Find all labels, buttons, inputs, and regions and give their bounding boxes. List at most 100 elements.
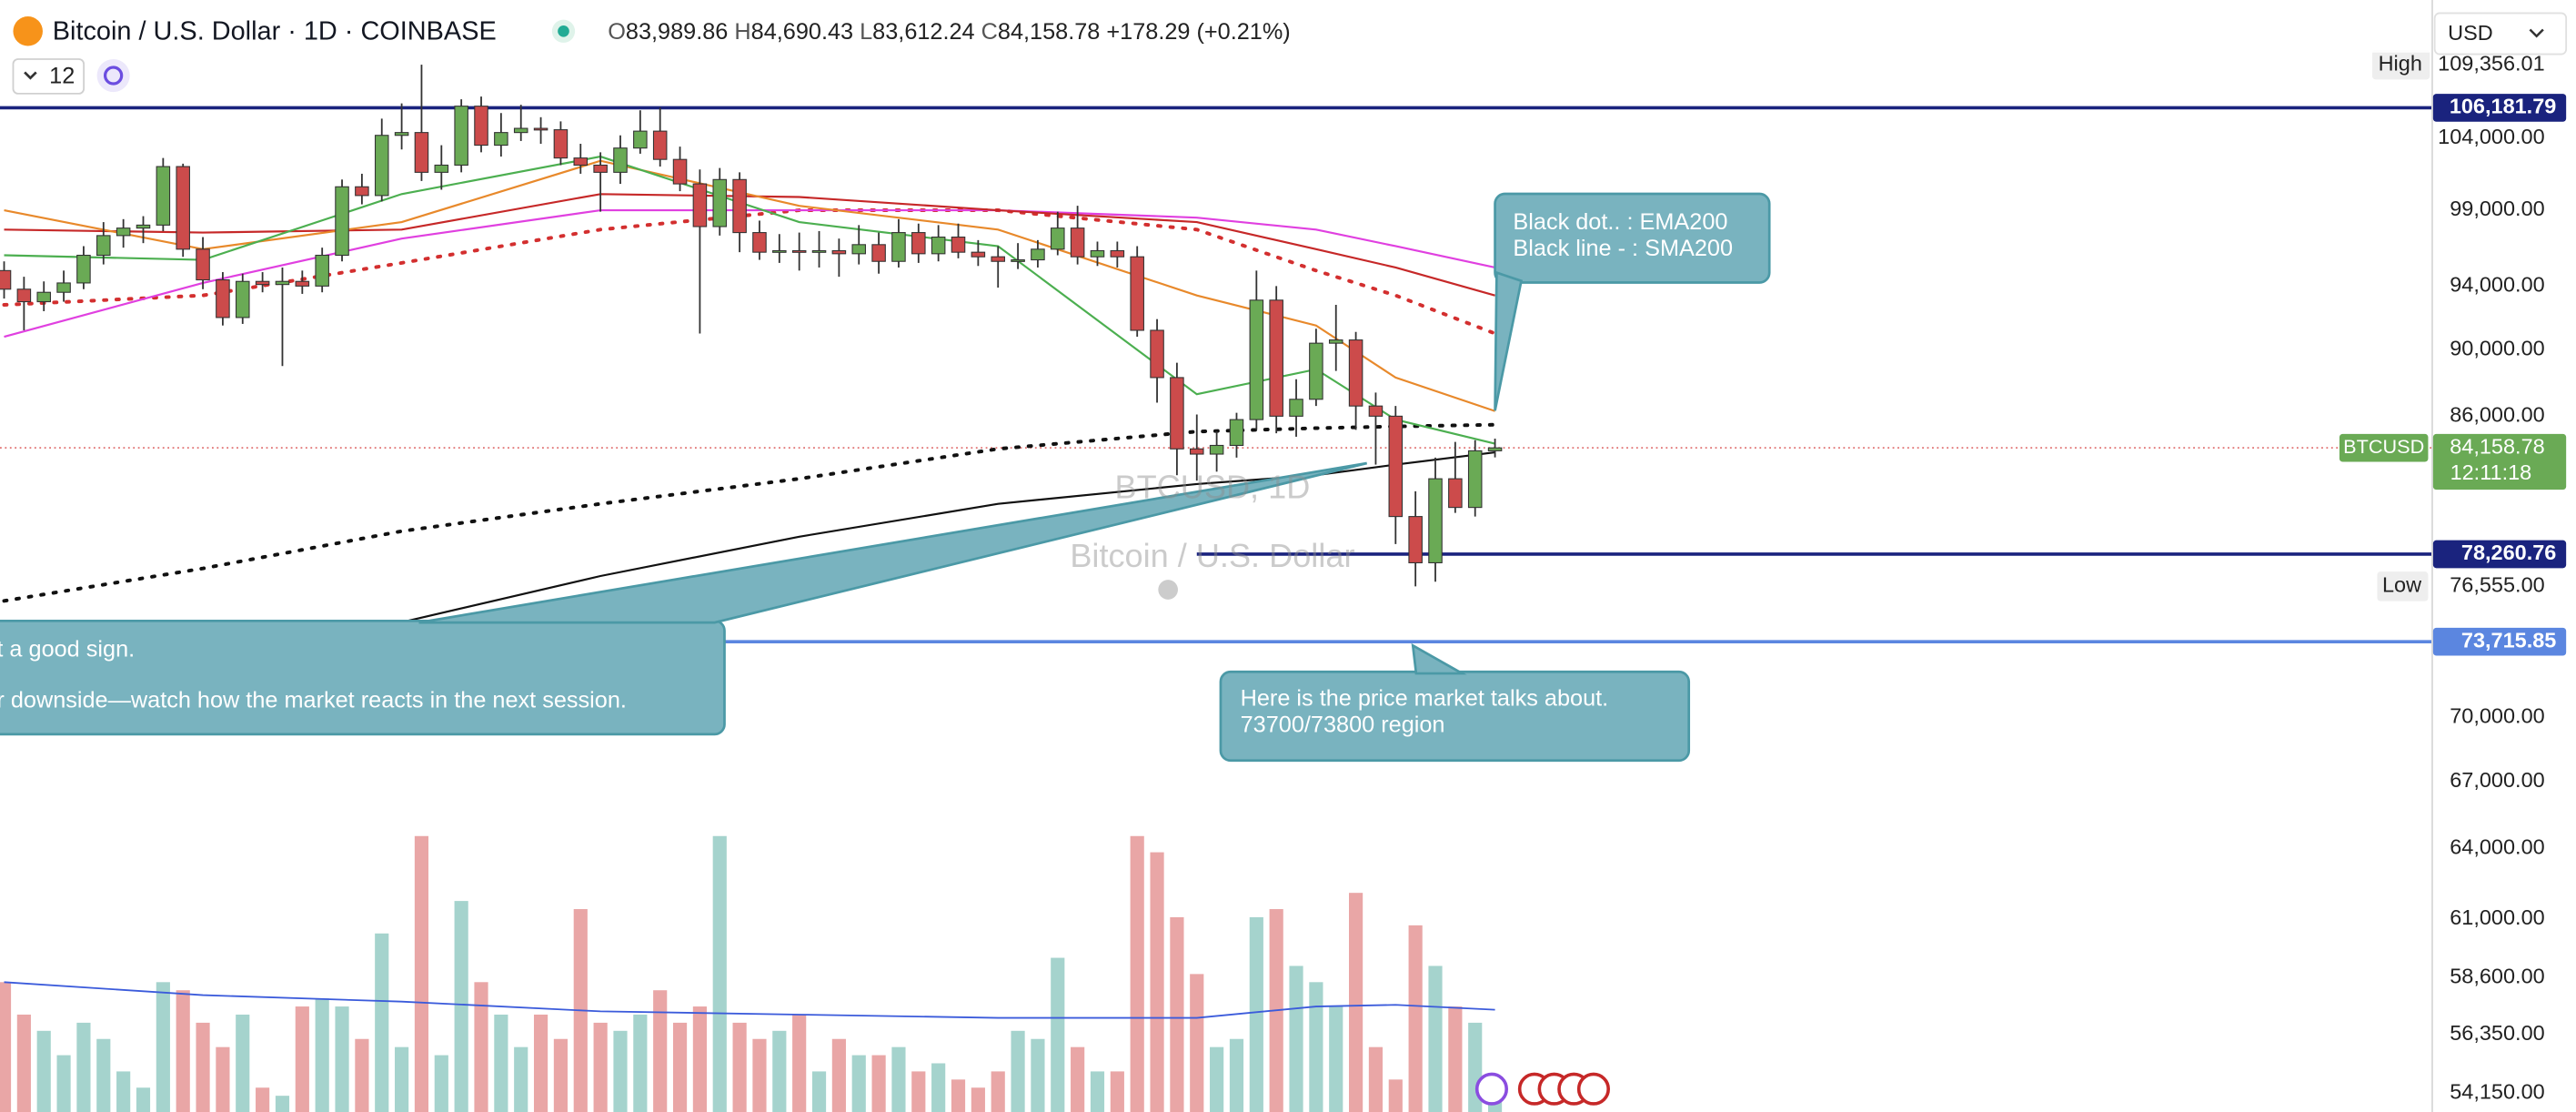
volume-bar — [533, 1014, 548, 1112]
volume-bar — [116, 1071, 131, 1112]
volume-bar — [752, 1038, 767, 1112]
event-icons[interactable] — [1474, 1072, 1610, 1106]
volume-bar — [1388, 1079, 1403, 1112]
candle-body — [1388, 415, 1404, 518]
currency: USD — [2448, 21, 2493, 45]
callout-box — [1494, 192, 1771, 284]
price-label: 84,158.78 — [2450, 434, 2544, 458]
volume-bar — [474, 982, 488, 1112]
volume-bar — [991, 1071, 1005, 1112]
candle-body — [1209, 444, 1224, 455]
volume-bar — [1289, 965, 1303, 1112]
moving-average — [4, 208, 1495, 339]
volume-bar — [553, 1038, 569, 1112]
candle-body — [752, 232, 767, 253]
y-tick-label: 90,000.00 — [2450, 336, 2544, 359]
watermark: Bitcoin / U.S. Dollar — [1070, 537, 1354, 574]
ohlc: O83,989.86 H84,690.43 L83,612.24 C84,158… — [608, 19, 1290, 45]
ohlc-key: O — [608, 19, 626, 45]
refresh-button[interactable] — [96, 58, 130, 93]
volume-bar — [136, 1087, 151, 1112]
callout-pointer — [1494, 270, 1524, 411]
high-text: High — [2379, 51, 2422, 75]
volume-bar — [176, 990, 190, 1112]
symbol-label: BTCUSD — [2343, 435, 2424, 458]
volume-ma-line — [4, 981, 1495, 1019]
low-text: Low — [2382, 573, 2421, 597]
y-tick-label: 67,000.00 — [2450, 768, 2544, 792]
volume-bar — [653, 990, 668, 1112]
volume-bar — [1309, 982, 1323, 1112]
price-tag — [2432, 433, 2567, 490]
ohlc-value: 83,612.24 — [872, 19, 974, 45]
callout-text: Here is the price market talks about. — [1241, 686, 1609, 712]
volume-bar — [76, 1022, 91, 1112]
chevron — [2529, 28, 2544, 38]
candle-body — [494, 132, 508, 147]
candle-body — [335, 186, 349, 257]
volume-bar — [692, 1006, 707, 1112]
candle-body — [1487, 447, 1503, 451]
candle-body — [652, 130, 668, 160]
candle-body — [1051, 227, 1065, 250]
candle-body — [1011, 259, 1025, 262]
candle-body — [315, 254, 329, 287]
volume-bar — [891, 1046, 906, 1112]
candle-body — [772, 249, 787, 253]
candle-body — [474, 106, 488, 147]
callout-text: Black dot.. : EMA200 — [1513, 209, 1727, 235]
volume-bar — [1428, 965, 1443, 1112]
volume-bar — [156, 982, 170, 1112]
candle-body — [672, 158, 688, 185]
level-label: 78,260.76 — [2461, 541, 2556, 564]
candle-body — [573, 157, 589, 167]
volume-bar — [196, 1022, 210, 1112]
candle-body — [533, 127, 548, 131]
candle-body — [1289, 399, 1303, 417]
candle-body — [1269, 299, 1283, 417]
volume-bar — [851, 1055, 866, 1112]
candle-body — [235, 280, 250, 318]
volume-bar — [1329, 1006, 1343, 1112]
volume-bar — [1249, 916, 1263, 1112]
callout-text: t a good sign. — [0, 636, 135, 662]
volume-bar — [256, 1087, 270, 1112]
status-dot-inner — [558, 25, 569, 37]
interval-button[interactable] — [12, 58, 86, 95]
candle-body — [374, 135, 389, 197]
volume-bar — [732, 1022, 747, 1112]
y-tick-label: 64,000.00 — [2450, 835, 2544, 859]
volume-bar — [871, 1055, 886, 1112]
symbol-title[interactable]: Bitcoin / U.S. Dollar · 1D · COINBASE — [53, 17, 497, 46]
candle-body — [851, 244, 867, 255]
candle-body — [1189, 448, 1204, 455]
y-tick-label: 86,000.00 — [2450, 403, 2544, 427]
candle-body — [1090, 249, 1105, 258]
volume-bar — [971, 1087, 985, 1112]
level-label: 106,181.79 — [2450, 95, 2557, 118]
ohlc-value: 84,158.78 — [998, 19, 1100, 45]
volume-bar — [16, 1014, 31, 1112]
low-value: 76,555.00 — [2450, 573, 2544, 597]
alarm-icon[interactable] — [1158, 580, 1178, 600]
volume-bar — [712, 835, 727, 1112]
currency-select[interactable] — [2433, 12, 2568, 56]
candle-body — [216, 278, 230, 318]
level-label: 73,715.85 — [2461, 628, 2556, 652]
y-tick-label: 99,000.00 — [2450, 197, 2544, 220]
level-tag — [2432, 540, 2567, 569]
candle-body — [76, 254, 91, 284]
volume-bar — [514, 1046, 528, 1112]
volume-bar — [355, 1038, 369, 1112]
candle-body — [176, 166, 190, 250]
candle-body — [931, 236, 946, 255]
volume-bar — [831, 1038, 846, 1112]
volume-bar — [236, 1014, 250, 1112]
volume-bar — [454, 901, 468, 1112]
volume-bar — [911, 1071, 926, 1112]
ohlc-value: 83,989.86 — [626, 19, 728, 45]
volume-bar — [96, 1038, 111, 1112]
y-tick-label: 104,000.00 — [2438, 125, 2545, 148]
